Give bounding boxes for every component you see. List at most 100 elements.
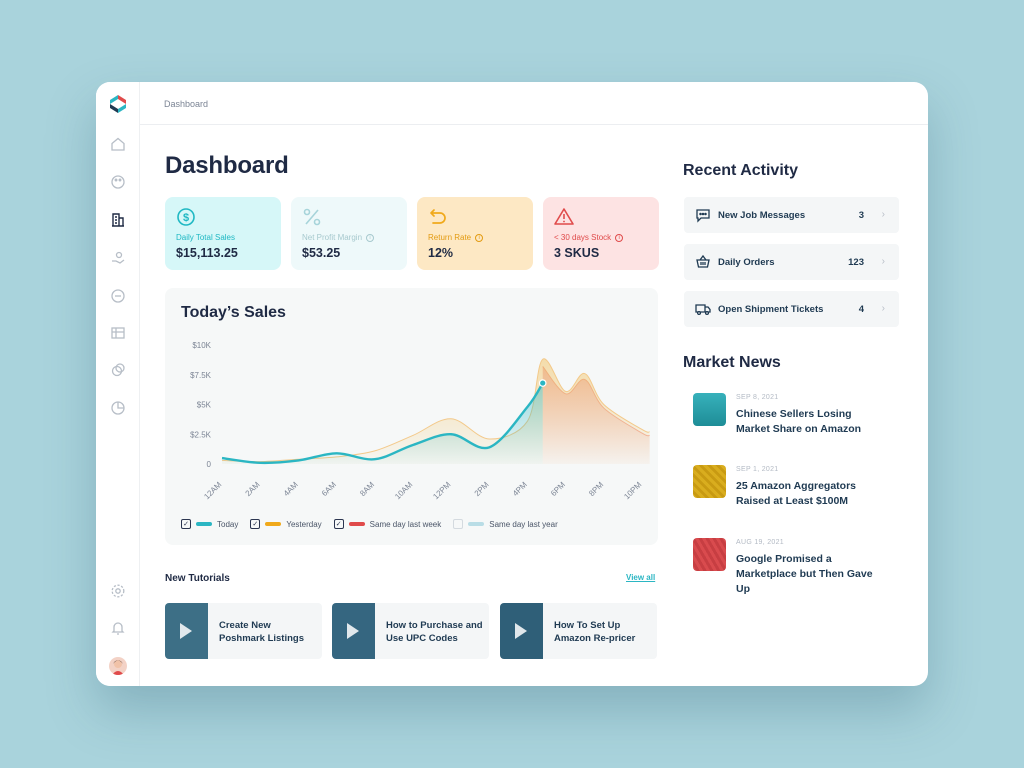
news-title[interactable]: 25 Amazon Aggregators Raised at Least $1… <box>736 480 856 507</box>
truck-icon <box>695 304 711 316</box>
dollar-circle-icon: $ <box>177 208 195 226</box>
checkbox-icon[interactable]: ✓ <box>181 519 191 529</box>
kpi-label: Net Profit Margin <box>302 233 363 242</box>
news-date: AUG 19, 2021 <box>736 539 784 546</box>
activity-label: New Job Messages <box>718 210 806 221</box>
kpi-label: < 30 days Stock <box>554 233 612 242</box>
page-title: Dashboard <box>165 152 289 179</box>
play-icon[interactable] <box>515 623 527 639</box>
legend-last-year[interactable]: Same day last year <box>453 519 558 529</box>
kpi-stock-warning[interactable]: < 30 days Stock i 3 SKUS <box>543 197 659 270</box>
news-date: SEP 8, 2021 <box>736 394 779 401</box>
tutorial-thumbnail <box>165 603 208 659</box>
tutorial-thumbnail <box>500 603 543 659</box>
x-tick-label: 2AM <box>244 480 262 498</box>
bell-icon[interactable] <box>110 620 126 636</box>
sales-chart: 0 $2.5K $5K $7.5K $10K 12AM 2AM 4AM 6AM 8AM 10AM 1… <box>190 341 650 501</box>
basket-icon <box>696 254 710 268</box>
activity-label: Daily Orders <box>718 257 775 268</box>
legend-yesterday[interactable]: ✓ Yesterday <box>250 519 322 529</box>
breadcrumb[interactable]: Dashboard <box>164 99 209 109</box>
legend-today[interactable]: ✓ Today <box>181 519 238 529</box>
kpi-label: Daily Total Sales <box>176 233 235 242</box>
logo-icon[interactable] <box>108 94 128 114</box>
topbar: Dashboard <box>140 82 928 125</box>
kpi-return-rate[interactable]: Return Rate i 12% <box>417 197 533 270</box>
kpi-net-profit-margin[interactable]: Net Profit Margin i $53.25 <box>291 197 407 270</box>
app-window: Dashboard Dashboard $ Daily Total Sales … <box>96 82 928 686</box>
view-all-link[interactable]: View all <box>626 573 656 582</box>
x-tick-label: 12PM <box>431 480 452 501</box>
y-tick-label: $5K <box>197 401 212 410</box>
x-tick-label: 12AM <box>202 480 223 501</box>
activity-count: 3 <box>858 210 864 221</box>
tutorial-card[interactable]: How To Set Up Amazon Re-pricer <box>500 603 657 659</box>
news-item[interactable]: AUG 19, 2021 Google Promised a Marketpla… <box>693 538 903 598</box>
play-icon[interactable] <box>347 623 359 639</box>
sales-chart-card: 0 $2.5K $5K $7.5K $10K 12AM 2AM 4AM 6AM 8AM 10AM 1… <box>165 288 658 545</box>
kpi-value: 12% <box>428 246 454 260</box>
x-tick-label: 4AM <box>282 480 300 498</box>
kpi-daily-total-sales[interactable]: $ Daily Total Sales $15,113.25 <box>165 197 281 270</box>
x-tick-label: 8PM <box>587 480 605 498</box>
activity-count: 4 <box>858 304 864 315</box>
play-icon[interactable] <box>180 623 192 639</box>
news-thumbnail <box>693 538 726 571</box>
news-date: SEP 1, 2021 <box>736 466 779 473</box>
tutorial-title: How to Purchase and Use UPC Codes <box>386 620 483 644</box>
y-tick-label: $2.5K <box>190 430 212 439</box>
table-icon[interactable] <box>110 325 126 341</box>
chevron-right-icon: › <box>881 209 885 220</box>
legend-last-week[interactable]: ✓ Same day last week <box>333 519 442 529</box>
info-icon[interactable]: i <box>475 233 484 242</box>
warning-icon <box>554 208 574 225</box>
home-icon[interactable] <box>110 136 126 152</box>
settings-icon[interactable] <box>110 583 126 599</box>
x-tick-label: 10AM <box>393 480 414 501</box>
chevron-right-icon: › <box>881 303 885 314</box>
tutorial-card[interactable]: How to Purchase and Use UPC Codes <box>332 603 489 659</box>
activity-item-job-messages[interactable]: New Job Messages 3 › <box>684 197 899 233</box>
x-tick-label: 6PM <box>549 480 567 498</box>
legend-label: Same day last week <box>369 519 442 529</box>
y-tick-label: $7.5K <box>190 371 212 380</box>
market-news-title: Market News <box>683 354 781 371</box>
hand-coin-icon[interactable] <box>110 250 126 266</box>
activity-count: 123 <box>848 257 864 268</box>
x-tick-label: 8AM <box>358 480 376 498</box>
chat-icon[interactable] <box>110 288 126 304</box>
news-title[interactable]: Google Promised a Marketplace but Then G… <box>736 553 873 595</box>
recent-activity-title: Recent Activity <box>683 162 798 179</box>
current-point-marker[interactable] <box>538 379 547 387</box>
x-tick-label: 4PM <box>511 480 529 498</box>
checkbox-icon[interactable]: ✓ <box>250 519 261 529</box>
x-tick-label: 6AM <box>320 480 338 498</box>
news-item[interactable]: SEP 1, 2021 25 Amazon Aggregators Raised… <box>693 465 903 525</box>
info-icon[interactable]: i <box>615 233 624 242</box>
coins-icon[interactable] <box>110 362 126 378</box>
tutorial-card[interactable]: Create New Poshmark Listings <box>165 603 322 659</box>
activity-label: Open Shipment Tickets <box>718 304 824 315</box>
building-icon[interactable] <box>110 212 126 228</box>
news-title[interactable]: Chinese Sellers Losing Market Share on A… <box>736 408 862 435</box>
y-tick-label: $10K <box>192 341 211 350</box>
pie-chart-icon[interactable] <box>110 400 126 416</box>
activity-item-daily-orders[interactable]: Daily Orders 123 › <box>684 244 899 280</box>
avatar[interactable] <box>109 657 127 675</box>
kpi-label: Return Rate <box>428 233 472 242</box>
x-tick-label: 2PM <box>473 480 491 498</box>
activity-item-shipment-tickets[interactable]: Open Shipment Tickets 4 › <box>684 291 899 327</box>
checkbox-icon[interactable]: ✓ <box>333 519 344 529</box>
news-item[interactable]: SEP 8, 2021 Chinese Sellers Losing Marke… <box>693 393 903 453</box>
message-icon <box>696 209 710 223</box>
series-area-today <box>222 383 543 464</box>
kpi-value: $53.25 <box>302 246 341 260</box>
legend-label: Same day last year <box>489 519 558 529</box>
x-tick-label: 10PM <box>622 480 643 501</box>
kpi-value: 3 SKUS <box>554 246 600 260</box>
series-line-today[interactable] <box>221 382 544 465</box>
checkbox-icon[interactable] <box>453 519 464 529</box>
palette-icon[interactable] <box>110 174 126 190</box>
svg-text:$: $ <box>183 212 189 224</box>
info-icon[interactable]: i <box>366 233 375 242</box>
